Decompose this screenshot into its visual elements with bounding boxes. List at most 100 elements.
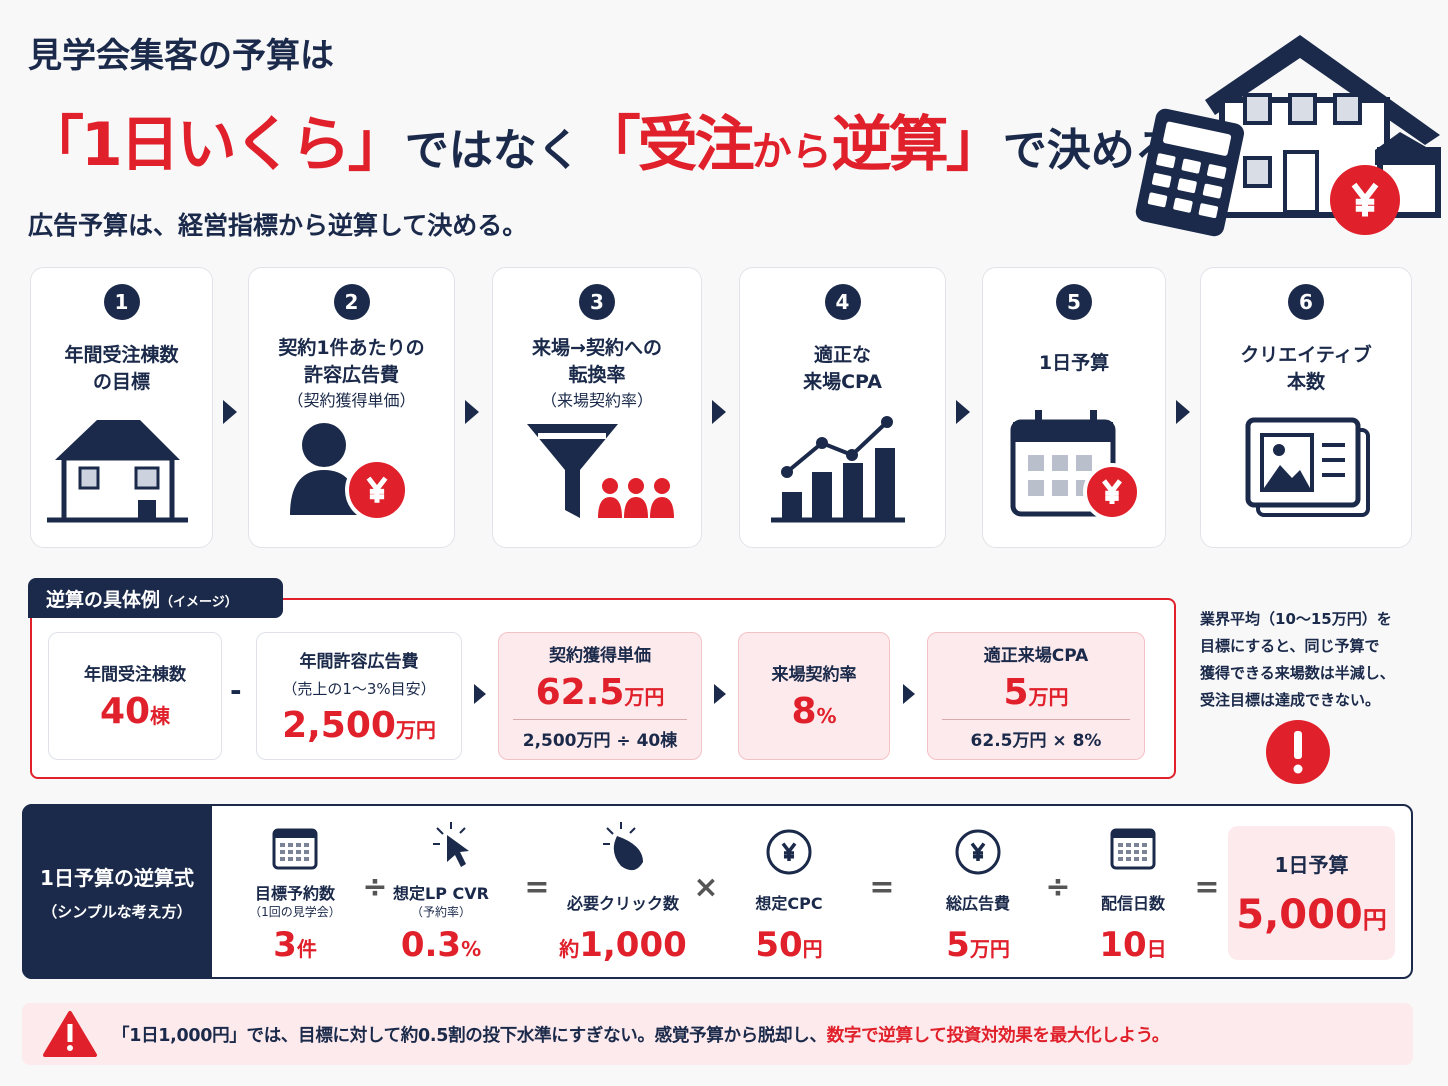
unit: 万円 — [1028, 685, 1069, 709]
operator: ÷ — [1045, 870, 1071, 905]
value: 8 — [791, 691, 817, 732]
step-number: 3 — [579, 284, 615, 320]
wing-roof — [1375, 132, 1440, 165]
formula-label: 想定CPC — [755, 894, 823, 913]
step-label: 適正な — [813, 344, 871, 366]
value: 50 — [755, 925, 803, 965]
example-label: 来場契約率 — [771, 665, 857, 685]
step-number: 6 — [1288, 284, 1324, 320]
unit: 万円 — [624, 685, 665, 709]
value: 62.5 — [535, 672, 625, 713]
window — [1243, 156, 1272, 188]
step-number: 2 — [333, 284, 370, 320]
window — [1243, 93, 1272, 125]
operator: × — [693, 870, 719, 905]
step-label: 年間受注棟数 — [64, 344, 179, 366]
value: 2,500 — [282, 704, 396, 746]
unit: 万円 — [969, 937, 1010, 961]
headline-part: ではなく — [404, 125, 581, 176]
value: 5,000 — [1236, 891, 1363, 938]
operator: ÷ — [362, 870, 388, 905]
unit: 万円 — [395, 717, 436, 742]
example-label: 契約獲得単価 — [549, 646, 651, 666]
example-label: 年間受注棟数 — [84, 665, 186, 685]
yen-badge — [1330, 165, 1400, 235]
formula-label: 総広告費 — [945, 894, 1010, 913]
footer-text: 「1日1,000円」では、目標に対して約0.5割の投下水準にすぎない。感覚予算か… — [112, 1022, 1169, 1047]
warning-circle — [1266, 720, 1330, 784]
footer-main: 「1日1,000円」では、目標に対して約0.5割の投下水準にすぎない。感覚予算か… — [112, 1026, 827, 1046]
example-note: 受注目標は達成できない。 — [1200, 691, 1381, 709]
operator: = — [524, 870, 550, 905]
headline-part: から — [751, 129, 832, 175]
operator: = — [1194, 870, 1220, 905]
example-formula: 2,500万円 ÷ 40棟 — [522, 731, 678, 751]
example-label: 年間許容広告費 — [299, 651, 419, 672]
formula-sublabel: （予約率） — [410, 905, 471, 919]
formula-title: 1日予算の逆算式 — [40, 865, 194, 890]
door — [1283, 150, 1319, 214]
warning-bar — [1294, 731, 1302, 759]
headline-part: 「1日いくら」 — [24, 110, 408, 180]
unit: 棟 — [150, 704, 171, 728]
step-number: 1 — [103, 284, 140, 320]
unit: % — [816, 704, 837, 728]
house-body — [1219, 97, 1390, 218]
step-label: 許容広告費 — [303, 364, 399, 386]
step-label: 転換率 — [568, 364, 626, 386]
step-label: クリエイティブ — [1240, 344, 1372, 366]
example-box: 年間受注棟数 40棟 — [48, 632, 222, 760]
example-value: 5万円 — [1003, 672, 1068, 713]
unit: 円 — [802, 937, 823, 961]
prefix: 約 — [559, 937, 580, 961]
example-sublabel: （売上の1〜3%目安） — [282, 679, 436, 698]
example-box: 適正来場CPA 5万円 62.5万円 × 8% — [927, 632, 1145, 760]
formula-value: 3件 — [185, 925, 405, 965]
footer-bar — [22, 1003, 1413, 1065]
footer-emphasis: 数字で逆算して投資対効果を最大化しよう。 — [826, 1026, 1170, 1046]
formula-label: 想定LP CVR — [393, 884, 489, 903]
calc-key — [1177, 178, 1197, 194]
formula-label: 必要クリック数 — [566, 894, 679, 913]
step-arrow — [465, 400, 479, 424]
formula-value: 0.3% — [331, 925, 551, 965]
separator: - — [230, 674, 242, 707]
formula-value: 10日 — [1023, 925, 1243, 965]
step-number: 5 — [1056, 284, 1092, 320]
window — [1333, 93, 1362, 125]
headline-part: 「受注 — [580, 110, 755, 180]
example-subtitle: （イメージ） — [160, 595, 238, 610]
step-label: 本数 — [1286, 371, 1325, 393]
step-arrow — [223, 400, 237, 424]
value: 5 — [946, 925, 970, 965]
example-title: 逆算の具体例（イメージ） — [28, 578, 283, 618]
example-note: 目標にすると、同じ予算で — [1200, 637, 1380, 655]
example-box: 契約獲得単価 62.5万円 2,500万円 ÷ 40棟 — [498, 632, 702, 760]
formula-sublabel: （1回の見学会） — [249, 905, 341, 919]
result-box: 1日予算 5,000円 — [1228, 826, 1395, 960]
formula-value: 約1,000 — [513, 925, 733, 965]
step-arrow — [956, 400, 970, 424]
warning-dot — [1293, 764, 1303, 774]
formula-label: 配信日数 — [1100, 894, 1165, 913]
calc-key — [1202, 183, 1223, 199]
value: 3 — [273, 925, 297, 965]
example-label: 適正来場CPA — [983, 646, 1089, 666]
unit: % — [461, 937, 482, 961]
calc-key — [1181, 158, 1201, 174]
calc-key — [1173, 197, 1193, 213]
house-roof — [1205, 35, 1440, 145]
value: 1,000 — [579, 925, 687, 965]
result-label: 1日予算 — [1274, 852, 1349, 877]
step-note: （契約獲得単価） — [287, 391, 416, 410]
step-number: 4 — [824, 284, 861, 320]
divider — [513, 719, 687, 720]
step-note: （来場契約率） — [540, 391, 653, 410]
value: 40 — [99, 691, 151, 732]
yen-icon — [1351, 182, 1379, 217]
calc-key — [1147, 192, 1168, 208]
example-value: 40棟 — [100, 691, 170, 732]
unit: 件 — [296, 937, 317, 961]
value: 10 — [1099, 925, 1147, 965]
step-label: 来場CPA — [803, 371, 882, 393]
